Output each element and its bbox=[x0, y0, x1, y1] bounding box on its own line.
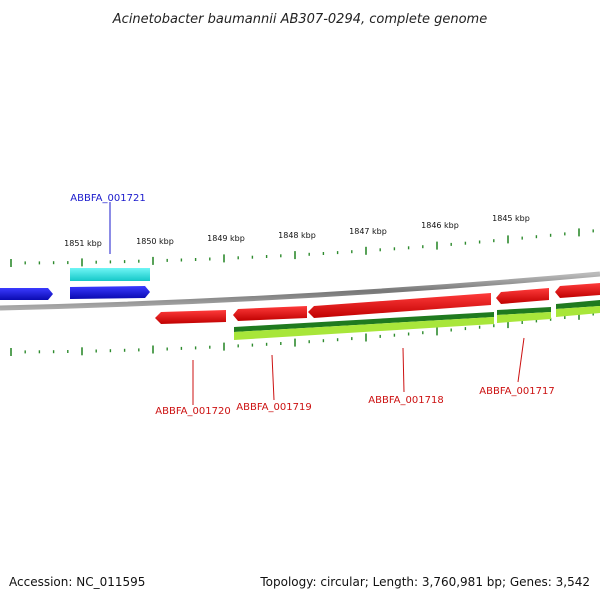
genome-summary-text: Topology: circular; Length: 3,760,981 bp… bbox=[259, 575, 590, 589]
genome-backbone bbox=[0, 271, 600, 311]
scale-label-1850: 1850 kbp bbox=[136, 237, 174, 246]
gene-abbfa-001719-feature-light[interactable] bbox=[234, 317, 494, 340]
scale-label-1849: 1849 kbp bbox=[207, 234, 245, 243]
lower-tick-track bbox=[10, 311, 594, 356]
gene-label-abbfa-001720[interactable]: ABBFA_001720 bbox=[155, 406, 230, 417]
gene-abbfa-001720-cds[interactable] bbox=[155, 310, 226, 324]
map-title: Acinetobacter baumannii AB307-0294, comp… bbox=[112, 12, 487, 27]
gene-label-abbfa-001717[interactable]: ABBFA_001717 bbox=[479, 386, 554, 397]
gene-abbfa-001721-feature[interactable] bbox=[70, 268, 150, 281]
callout-line-001718 bbox=[402, 347, 405, 393]
gene-abbfa-001717-feature[interactable] bbox=[497, 307, 551, 315]
callout-line-001719 bbox=[271, 354, 275, 401]
gene-abbfa-001719-feature[interactable] bbox=[234, 312, 494, 332]
gene-label-abbfa-001719[interactable]: ABBFA_001719 bbox=[236, 402, 311, 413]
callout-line-001717 bbox=[517, 337, 525, 383]
gene-abbfa-001718-cds[interactable] bbox=[308, 293, 491, 318]
scale-label-1846: 1846 kbp bbox=[421, 221, 459, 230]
gene-abbfa-001717-feature-light[interactable] bbox=[497, 312, 551, 323]
gene-label-abbfa-001718[interactable]: ABBFA_001718 bbox=[368, 395, 443, 406]
accession-text: Accession: NC_011595 bbox=[9, 575, 145, 589]
scale-label-1851: 1851 kbp bbox=[64, 239, 102, 248]
upper-tick-track bbox=[10, 228, 594, 267]
gene-right-edge-feature-light[interactable] bbox=[556, 306, 600, 317]
gene-label-abbfa-001721[interactable]: ABBFA_001721 bbox=[70, 193, 145, 204]
scale-label-1848: 1848 kbp bbox=[278, 231, 316, 240]
gene-abbfa-001719-cds[interactable] bbox=[233, 306, 307, 321]
gene-right-edge-cds[interactable] bbox=[555, 283, 600, 298]
gene-abbfa-001717-cds[interactable] bbox=[496, 288, 549, 304]
scale-label-1845: 1845 kbp bbox=[492, 214, 530, 223]
gene-forward-left-arrow[interactable] bbox=[0, 288, 53, 300]
scale-label-1847: 1847 kbp bbox=[349, 227, 387, 236]
gene-abbfa-001721-cds[interactable] bbox=[70, 286, 150, 299]
